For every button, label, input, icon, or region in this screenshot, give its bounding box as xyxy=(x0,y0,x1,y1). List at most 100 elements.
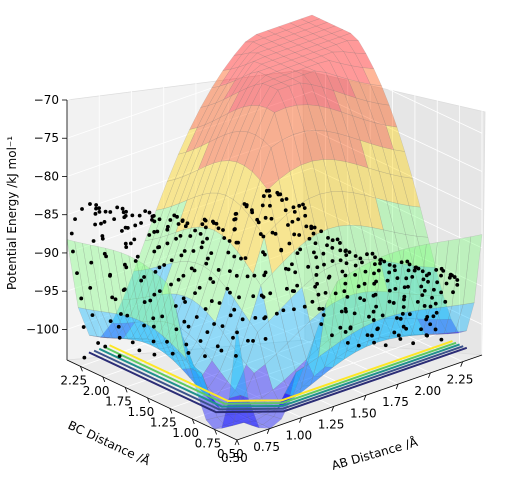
surface-facet xyxy=(367,167,388,202)
trajectory-point xyxy=(263,270,268,275)
surface-facet xyxy=(200,85,220,108)
trajectory-point xyxy=(286,267,291,272)
trajectory-point xyxy=(181,296,186,301)
trajectory-point xyxy=(169,258,174,263)
trajectory-point xyxy=(419,284,424,289)
trajectory-point xyxy=(108,210,113,214)
trajectory-point xyxy=(290,262,294,267)
trajectory-point xyxy=(330,259,335,263)
trajectory-point xyxy=(130,340,135,345)
floor-contours xyxy=(88,340,468,414)
trajectory-point xyxy=(222,236,227,240)
trajectory-point xyxy=(296,217,301,222)
surface-facet xyxy=(226,64,247,85)
surface-facet xyxy=(376,291,396,319)
surface-facet xyxy=(243,420,263,426)
trajectory-point xyxy=(269,216,274,221)
trajectory-point xyxy=(250,208,254,213)
trajectory-point xyxy=(352,311,357,316)
trajectory-point xyxy=(93,211,98,216)
trajectory-point xyxy=(370,333,374,338)
trajectory-point xyxy=(208,276,213,281)
trajectory-point xyxy=(374,279,378,284)
trajectory-point xyxy=(378,261,382,266)
trajectory-point xyxy=(139,278,144,283)
trajectory-point xyxy=(262,273,267,278)
trajectory-point xyxy=(279,247,284,252)
trajectory-point xyxy=(258,232,263,236)
trajectory-point xyxy=(170,351,175,356)
trajectory-point xyxy=(191,249,196,253)
surface-facet xyxy=(311,84,331,109)
y-tick-label: 1.25 xyxy=(150,415,177,429)
trajectory-point xyxy=(338,248,343,253)
surface-facet xyxy=(298,320,318,360)
surface-facet xyxy=(254,74,275,86)
trajectory-point xyxy=(371,293,376,298)
surface-facet xyxy=(174,149,195,180)
trajectory-point xyxy=(335,237,340,242)
surface-facet xyxy=(295,67,316,75)
trajectory-point xyxy=(157,217,162,222)
surface-facet xyxy=(234,60,255,82)
trajectory-point xyxy=(80,207,84,211)
trajectory-point xyxy=(434,268,439,272)
trajectory-point xyxy=(392,330,397,335)
trajectory-point xyxy=(75,271,79,276)
y-tick-label: 1.00 xyxy=(172,426,199,440)
trajectory-point xyxy=(367,314,371,319)
trajectory-point xyxy=(315,281,319,286)
surface-facet xyxy=(235,84,256,111)
surface-facet xyxy=(244,134,264,173)
trajectory-point xyxy=(151,213,156,218)
surface-facet xyxy=(222,298,243,345)
trajectory-point xyxy=(255,217,260,222)
trajectory-point xyxy=(251,294,256,299)
surface-facet xyxy=(185,124,206,153)
surface-facet xyxy=(305,44,326,53)
trajectory-point xyxy=(343,281,348,286)
trajectory-point xyxy=(198,339,203,343)
surface-facet xyxy=(173,295,193,329)
surface-facet xyxy=(343,51,364,68)
trajectory-point xyxy=(147,210,152,215)
surface-facet xyxy=(249,284,269,333)
trajectory-point xyxy=(197,285,202,290)
trajectory-point xyxy=(410,274,415,279)
surface-facet xyxy=(327,225,347,265)
trajectory-point xyxy=(221,228,225,232)
surface-facet xyxy=(213,425,233,430)
surface-facet xyxy=(122,270,142,300)
trajectory-point xyxy=(122,215,127,220)
trajectory-point xyxy=(433,327,438,332)
surface-facet xyxy=(462,234,483,305)
trajectory-point xyxy=(124,209,128,214)
trajectory-point xyxy=(204,261,209,266)
trajectory-point xyxy=(232,217,237,222)
trajectory-point xyxy=(319,322,324,327)
trajectory-point xyxy=(387,299,392,304)
surface-facet xyxy=(343,326,364,360)
surface-facet xyxy=(382,146,402,177)
surface-facet xyxy=(322,86,342,113)
surface-facet xyxy=(246,331,266,374)
x-tick-label: 2.00 xyxy=(414,384,441,398)
surface-facet xyxy=(257,67,278,76)
trajectory-point xyxy=(166,224,170,229)
surface-facet xyxy=(321,340,341,377)
surface-facet xyxy=(192,350,213,379)
trajectory-point xyxy=(307,236,312,241)
trajectory-point xyxy=(200,222,205,227)
surface-facet xyxy=(207,278,227,323)
trajectory-point xyxy=(137,213,142,218)
surface-facet xyxy=(187,226,208,264)
trajectory-point xyxy=(371,309,376,314)
surface-facet xyxy=(318,105,339,134)
surface-facet xyxy=(316,228,336,271)
trajectory-point xyxy=(302,206,307,210)
trajectory-point xyxy=(301,202,305,207)
contour-line xyxy=(88,346,468,414)
surface-facet xyxy=(375,197,395,233)
surface-facet xyxy=(178,169,199,204)
surface-facet xyxy=(234,364,255,399)
